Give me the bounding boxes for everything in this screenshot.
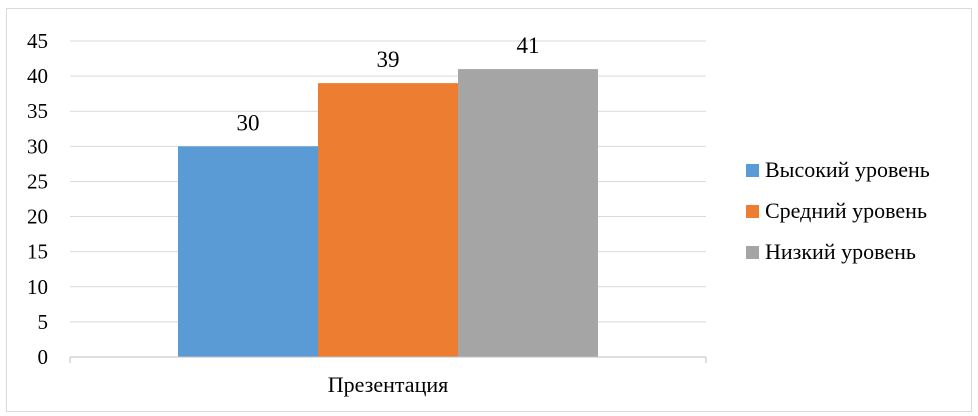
data-labels: 30 39 41 (237, 33, 540, 135)
y-tick-label: 5 (38, 310, 49, 334)
y-tick-label: 30 (27, 134, 48, 158)
y-tick-label: 25 (27, 169, 48, 193)
y-tick-label: 40 (27, 64, 48, 88)
y-tick-label: 0 (38, 345, 49, 369)
y-tick-label: 10 (27, 275, 48, 299)
data-label: 39 (377, 47, 400, 72)
x-axis (69, 356, 707, 363)
legend-swatch (746, 205, 759, 218)
y-tick-label: 35 (27, 99, 48, 123)
y-axis-tick-labels: 0 5 10 15 20 25 30 35 40 45 (27, 29, 48, 369)
legend-label: Средний уровень (765, 198, 927, 223)
bar (318, 83, 458, 357)
legend-label: Низкий уровень (765, 239, 916, 264)
data-label: 30 (237, 110, 260, 135)
legend-swatch (746, 246, 759, 259)
legend-swatch (746, 164, 759, 177)
y-tick-label: 45 (27, 29, 48, 53)
legend: Высокий уровень Средний уровень Низкий уро… (746, 157, 930, 264)
bar (178, 146, 318, 357)
bars (178, 69, 598, 357)
bar (458, 69, 598, 357)
category-labels: Презентация (328, 372, 448, 397)
y-tick-label: 20 (27, 205, 48, 229)
category-label: Презентация (328, 372, 448, 397)
y-tick-label: 15 (27, 240, 48, 264)
legend-label: Высокий уровень (765, 157, 930, 182)
data-label: 41 (517, 33, 540, 58)
